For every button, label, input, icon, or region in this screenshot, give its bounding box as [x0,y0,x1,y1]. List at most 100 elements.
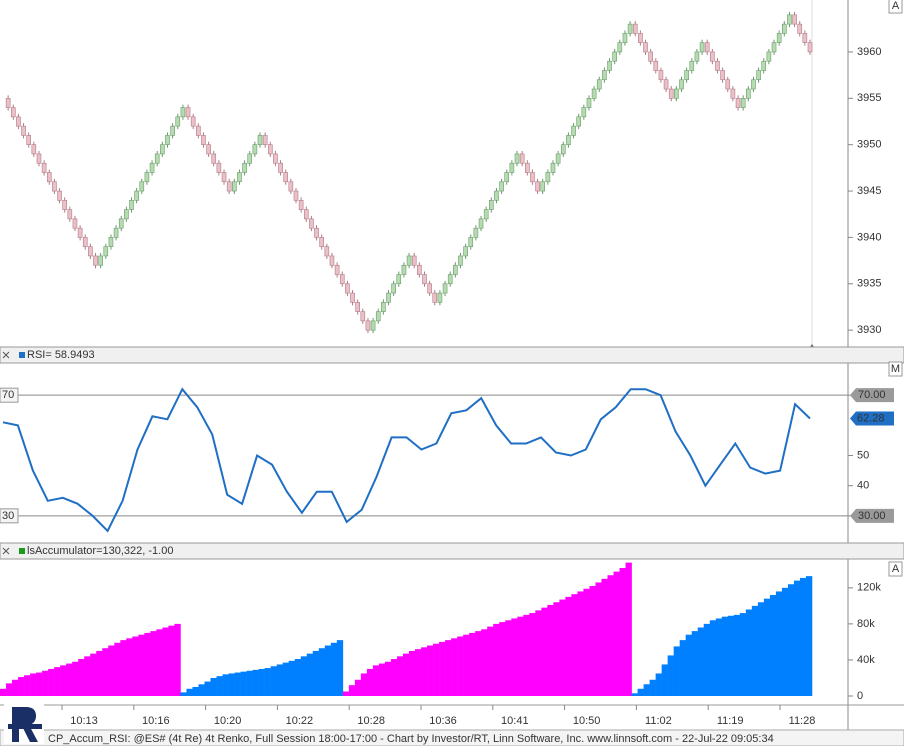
accumulator-bar [739,613,747,696]
renko-brick [170,125,175,136]
renko-brick [761,60,767,71]
accumulator-bar [138,634,145,696]
pane-button-label[interactable]: A [892,0,900,12]
renko-brick [77,227,83,238]
accumulator-bar [348,685,356,696]
accumulator-bar [270,666,277,696]
level-box [0,508,19,524]
accumulator-bar [415,649,422,696]
renko-brick [232,181,237,192]
renko-brick [596,79,602,90]
accumulator-bar [427,645,434,696]
renko-brick [787,14,792,25]
renko-brick [679,79,684,90]
renko-brick [704,42,710,53]
renko-brick [406,255,412,266]
renko-brick [278,162,283,173]
renko-brick [16,116,21,127]
accumulator-bar [619,568,626,696]
accumulator-bar [469,632,476,696]
renko-brick [180,107,186,118]
renko-brick [473,227,479,238]
renko-brick [67,209,73,220]
renko-brick [257,135,263,145]
renko-brick [638,33,643,43]
accumulator-bar [336,640,344,696]
renko-brick [483,209,489,220]
y-tick-label: 3960 [857,46,881,58]
close-icon[interactable] [2,547,10,555]
renko-brick [82,237,88,247]
pane-button-label[interactable]: A [892,563,900,575]
renko-brick [689,60,695,71]
acc-header-bar [0,542,904,560]
accumulator-bar [234,672,241,696]
renko-brick [514,153,520,164]
pane-button[interactable] [888,561,903,577]
accumulator-bar [499,622,506,696]
renko-brick [807,42,813,53]
pane-button[interactable] [888,361,903,377]
renko-brick [314,227,319,238]
x-tick-label: 10:13 [70,715,98,727]
accumulator-bar [330,642,338,696]
rsi-header-bar [0,346,904,364]
renko-brick [329,255,335,266]
accumulator-bar [42,670,49,696]
accumulator-bar [6,683,13,696]
accumulator-bar [288,660,296,696]
accumulator-bar [228,673,235,696]
accumulator-bar [481,629,488,696]
renko-brick [303,209,309,220]
renko-brick [509,162,515,173]
accumulator-bar [306,653,314,696]
accumulator-bar [601,578,608,696]
accumulator-bar [114,642,121,696]
renko-brick [375,311,381,322]
accumulator-bar [703,623,711,696]
legend-swatch [19,548,25,554]
renko-brick [411,255,417,266]
renko-brick [617,42,623,53]
accumulator-bar [384,661,392,696]
renko-brick [545,172,551,183]
close-icon[interactable] [2,351,10,359]
renko-brick [221,172,227,183]
renko-brick [324,246,330,257]
renko-brick [694,51,700,62]
renko-brick [252,144,258,155]
accumulator-bar [90,653,97,696]
accumulator-bar [192,686,199,696]
pane-button[interactable] [888,0,903,14]
renko-brick [674,88,679,99]
renko-brick [766,51,772,62]
pane-button-label[interactable]: M [891,363,900,375]
accumulator-bar [240,671,247,696]
accumulator-bar [210,677,217,696]
renko-brick [36,153,42,164]
renko-brick [201,135,206,145]
renko-brick [458,255,463,266]
accumulator-bar [396,656,404,696]
renko-brick [792,14,797,25]
accumulator-bar [511,618,518,696]
renko-brick [226,181,232,192]
accumulator-bar [517,616,524,696]
accumulator-bar [390,659,398,696]
y-tick-label: 80k [857,618,875,630]
accumulator-bar [378,663,386,696]
accumulator-bar [60,665,67,696]
accumulator-bar [637,688,644,696]
x-tick-label: 11:19 [717,715,744,727]
renko-brick [668,88,674,99]
accumulator-bar [150,631,157,696]
accumulator-bar [222,674,229,696]
accumulator-bar [547,604,554,696]
renko-brick [283,172,289,183]
rsi-line [2,387,811,533]
accumulator-bar [132,636,139,696]
y-tick-label: 3955 [857,92,881,104]
accumulator-bar [66,663,73,696]
accumulator-bar [661,664,668,696]
accumulator-bar [775,591,783,696]
